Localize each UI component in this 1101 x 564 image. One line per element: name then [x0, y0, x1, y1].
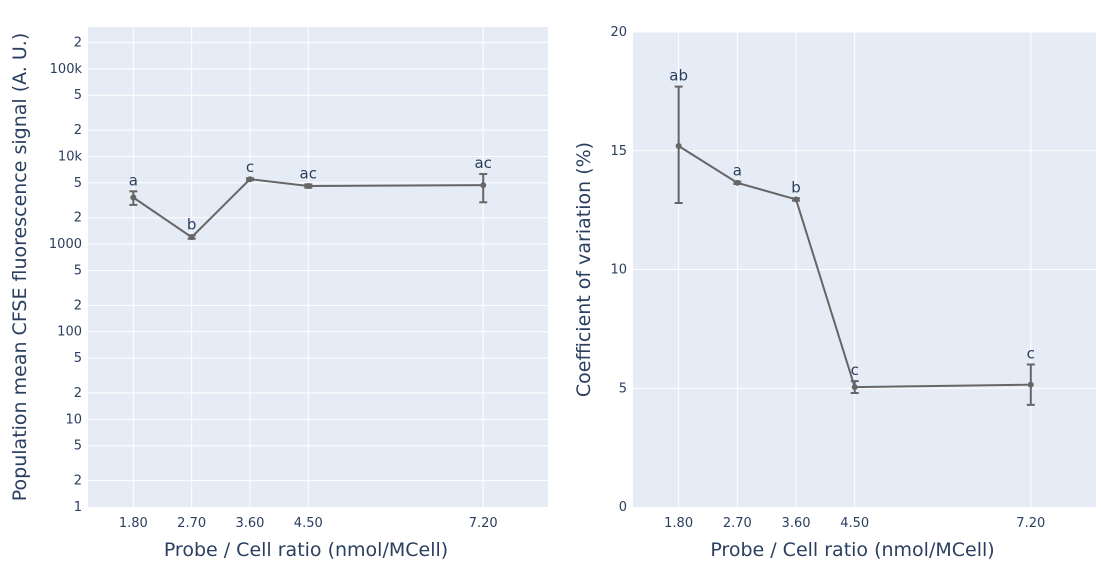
y-axis-title: Population mean CFSE fluorescence signal…	[9, 33, 31, 501]
data-point	[734, 179, 741, 186]
y-tick-label: 5	[74, 263, 82, 278]
y-tick-label: 10k	[58, 149, 83, 164]
x-axis-title: Probe / Cell ratio (nmol/MCell)	[710, 539, 994, 561]
y-tick-label: 2	[74, 386, 82, 401]
significance-letter: c	[851, 361, 859, 379]
x-tick-label: 2.70	[723, 516, 752, 531]
left-chart-panel: 1 2 5 10 2 5 100 2 5 1000 2 5 10k 2 5 100k 2 1.80 2.70 3.60…	[9, 27, 548, 561]
data-point	[305, 183, 312, 190]
y-tick-label: 100	[57, 325, 82, 340]
y-tick-label: 10	[65, 412, 82, 427]
y-tick-label: 5	[74, 176, 82, 191]
x-tick-label: 1.80	[664, 516, 693, 531]
x-tick-label: 3.60	[235, 516, 264, 531]
significance-letter: b	[791, 178, 801, 196]
y-tick-label: 2	[74, 211, 82, 226]
y-axis-title: Coefficient of variation (%)	[573, 142, 595, 397]
significance-letter: a	[733, 162, 742, 180]
y-tick-label: 2	[74, 298, 82, 313]
y-tick-label: 0	[619, 500, 627, 515]
x-tick-label: 1.80	[119, 516, 148, 531]
y-tick-label: 5	[74, 351, 82, 366]
x-tick-label: 7.20	[469, 516, 498, 531]
data-point	[246, 176, 253, 183]
x-tick-label: 4.50	[840, 516, 869, 531]
data-point	[130, 194, 137, 201]
significance-letter: ab	[669, 67, 688, 85]
significance-letter: ac	[474, 154, 491, 172]
data-point	[793, 196, 800, 203]
x-axis-title: Probe / Cell ratio (nmol/MCell)	[164, 539, 448, 561]
y-tick-label: 2	[74, 474, 82, 489]
y-tick-label: 15	[610, 144, 627, 159]
y-tick-label: 5	[74, 88, 82, 103]
plot-background	[88, 27, 548, 507]
y-tick-label: 5	[74, 439, 82, 454]
significance-letter: ac	[300, 164, 317, 182]
x-tick-label: 3.60	[782, 516, 811, 531]
y-tick-label: 5	[619, 381, 627, 396]
significance-letter: c	[1027, 345, 1035, 363]
y-tick-label: 10	[610, 263, 627, 278]
y-tick-label: 2	[74, 123, 82, 138]
y-tick-label: 1	[74, 500, 82, 515]
significance-letter: c	[246, 158, 254, 176]
data-point	[188, 234, 195, 241]
x-tick-label: 4.50	[294, 516, 323, 531]
y-tick-label: 100k	[50, 62, 83, 77]
x-tick-label: 2.70	[177, 516, 206, 531]
x-tick-label: 7.20	[1016, 516, 1045, 531]
y-tick-label: 2	[74, 35, 82, 50]
data-point	[851, 384, 858, 391]
y-tick-label: 20	[610, 25, 627, 40]
right-chart-panel: 0 5 10 15 20 1.80 2.70 3.60 4.50 7.20 Probe / Cell…	[573, 25, 1096, 561]
significance-letter: a	[129, 171, 138, 189]
data-point	[675, 143, 682, 149]
y-tick-label: 1000	[49, 237, 82, 252]
significance-letter: b	[187, 215, 197, 233]
data-point	[1027, 381, 1034, 388]
data-point	[480, 182, 487, 189]
